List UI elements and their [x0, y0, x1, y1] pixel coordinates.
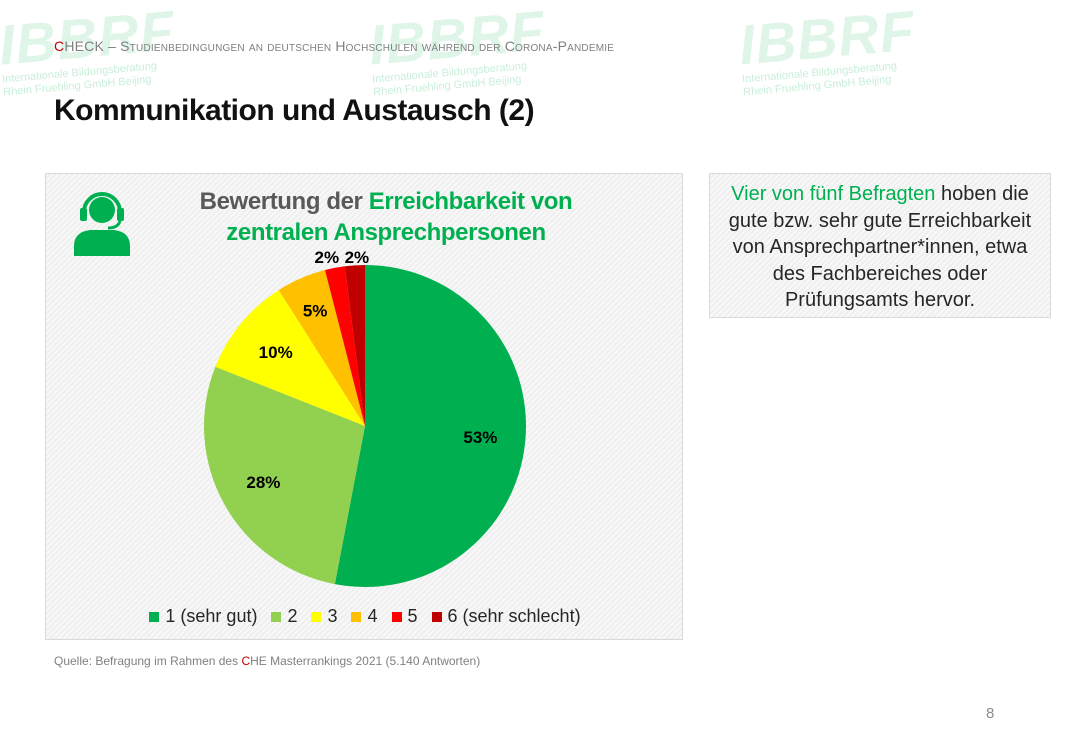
legend-label: 1 (sehr gut): [165, 606, 258, 626]
summary-note: Vier von fünf Befragten hoben die gute b…: [709, 173, 1051, 318]
page-number: 8: [986, 705, 995, 722]
note-text: hoben die gute bzw. sehr gute Erreichbar…: [728, 183, 1032, 311]
pie-label-1: 53%: [463, 428, 497, 447]
legend-item-1: 1 (sehr gut): [149, 606, 257, 627]
legend-swatch: [271, 611, 282, 622]
legend-swatch: [311, 611, 322, 622]
source-note: Quelle: Befragung im Rahmen des CHE Mast…: [54, 654, 481, 668]
legend-swatch: [391, 611, 402, 622]
legend-label: 3: [327, 606, 338, 626]
header-first-letter: C: [54, 38, 65, 54]
legend-item-6: 6 (sehr schlecht): [431, 606, 581, 627]
pie-slice-1: [334, 265, 526, 587]
legend-label: 2: [287, 606, 298, 626]
watermark-logo: IBBRF: [736, 0, 918, 77]
legend-label: 4: [367, 606, 378, 626]
headset-person-icon: [72, 188, 132, 263]
chart-title: Bewertung der Erreichbarkeit von zentral…: [151, 186, 621, 248]
legend-item-5: 5: [391, 606, 418, 627]
pie-chart: 53% 28% 10% 5% 2% 2%: [204, 248, 526, 587]
pie-slice-6: [344, 265, 365, 426]
legend-label: 6 (sehr schlecht): [447, 606, 581, 626]
legend-swatch: [431, 611, 442, 622]
legend-item-2: 2: [271, 606, 297, 627]
pie-label-2: 28%: [246, 473, 280, 492]
chart-title-grey: Bewertung der: [199, 188, 369, 215]
pie-slice-2: [204, 366, 365, 585]
pie-label-3: 10%: [259, 343, 293, 362]
chart-legend: 1 (sehr gut) 2 3 4 5 6 (sehr schlecht): [46, 606, 684, 627]
pie-slice-4: [278, 270, 365, 426]
pie-label-6: 2%: [345, 248, 370, 267]
legend-label: 5: [407, 606, 418, 626]
page-title: Kommunikation und Austausch (2): [54, 94, 535, 127]
pie-label-4: 5%: [303, 302, 328, 321]
header-line: CHECK – Studienbedingungen an deutschen …: [54, 38, 614, 54]
pie-label-5: 2%: [315, 248, 340, 267]
legend-item-4: 4: [351, 606, 378, 627]
watermark: IBBRF Internationale Bildungsberatung Rh…: [736, 0, 918, 99]
note-highlight: Vier von fünf Befragten: [731, 183, 936, 205]
chart-title-green: Erreichbarkeit von zentralen Ansprechper…: [226, 188, 573, 246]
legend-swatch: [351, 611, 362, 622]
chart-panel: Bewertung der Erreichbarkeit von zentral…: [45, 173, 683, 640]
legend-swatch: [149, 611, 160, 622]
header-text: HECK – Studienbedingungen an deutschen H…: [64, 38, 615, 54]
pie-slice-5: [324, 266, 365, 426]
pie-slice-3: [215, 290, 365, 426]
legend-item-3: 3: [311, 606, 337, 627]
